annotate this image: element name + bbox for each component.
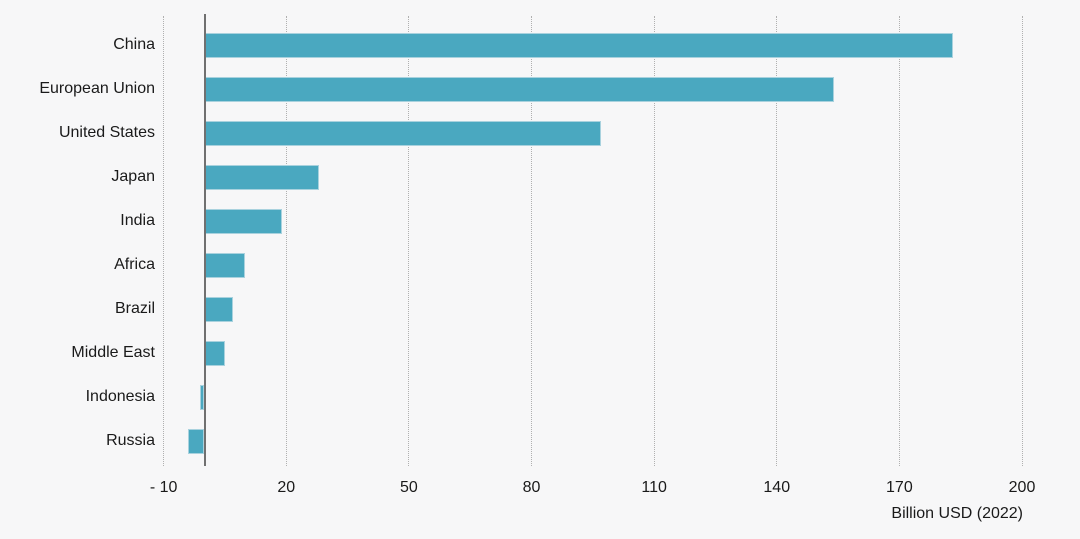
category-label-china: China	[113, 36, 155, 53]
category-label-indonesia: Indonesia	[85, 388, 155, 405]
x-tick-label-110: 110	[641, 479, 667, 496]
bar-european-union	[204, 76, 834, 102]
category-label-united-states: United States	[58, 124, 155, 141]
x-tick-label--10: - 10	[149, 479, 178, 496]
gridline-170	[898, 16, 900, 466]
gridline-80	[531, 16, 532, 466]
gridline-140	[776, 16, 778, 466]
bar-japan	[204, 164, 319, 190]
category-label-middle-east: Middle East	[71, 344, 155, 361]
x-tick-label-140: 140	[763, 479, 791, 496]
bar-russia	[188, 428, 205, 454]
gridline-200	[1021, 16, 1023, 466]
category-label-africa: Africa	[114, 256, 155, 273]
gridline-50	[408, 16, 410, 466]
zero-axis-line	[203, 14, 206, 466]
category-label-russia: Russia	[106, 432, 155, 449]
gridline-20	[285, 16, 287, 466]
x-tick-label-200: 200	[1008, 479, 1036, 496]
bar-africa	[204, 252, 246, 278]
bar-china	[204, 32, 953, 58]
x-tick-label-20: 20	[277, 479, 296, 496]
bar-india	[204, 208, 283, 234]
category-label-japan: Japan	[111, 168, 155, 185]
category-label-european-union: European Union	[39, 80, 155, 97]
category-label-india: India	[120, 212, 155, 229]
bar-middle-east	[204, 340, 225, 366]
x-tick-label-170: 170	[886, 479, 913, 496]
x-axis-label: Billion USD (2022)	[891, 505, 1023, 522]
x-tick-label-80: 80	[522, 479, 541, 496]
x-tick-label-50: 50	[399, 479, 418, 496]
bar-brazil	[204, 296, 234, 322]
category-label-brazil: Brazil	[114, 300, 155, 317]
bar-united-states	[204, 120, 601, 146]
gridline-110	[653, 16, 655, 466]
gridline--10	[163, 16, 165, 466]
